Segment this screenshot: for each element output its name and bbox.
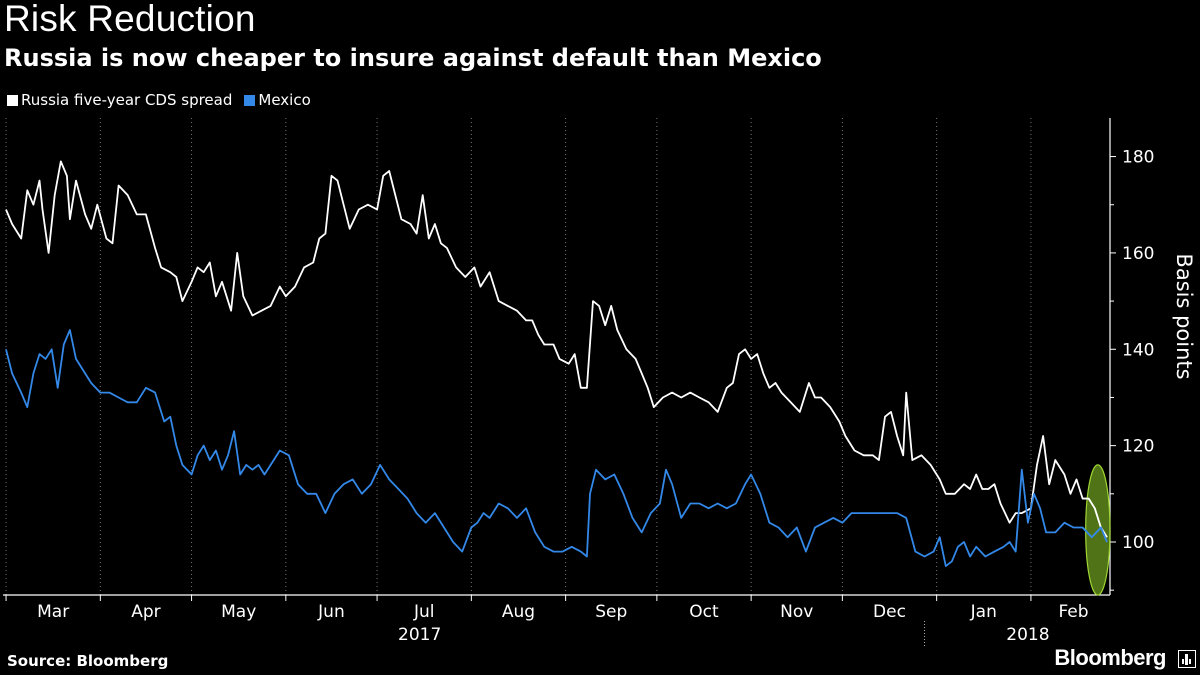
y-tick-label: 180 bbox=[1122, 148, 1154, 168]
y-tick-label: 140 bbox=[1122, 340, 1154, 360]
y-tick-label: 100 bbox=[1122, 533, 1154, 553]
series-line-russia bbox=[5, 160, 1108, 538]
bloomberg-logo-icon bbox=[1178, 650, 1196, 668]
x-tick-label: Mar bbox=[37, 602, 69, 622]
legend-label-russia: Russia five-year CDS spread bbox=[21, 91, 233, 109]
x-tick-label: Jul bbox=[413, 602, 435, 622]
y-axis-title: Basis points bbox=[1172, 253, 1196, 379]
legend-swatch-mexico bbox=[244, 94, 256, 106]
source-note: Source: Bloomberg bbox=[7, 652, 169, 670]
bloomberg-logo-text: Bloomberg bbox=[1054, 645, 1166, 670]
x-tick-label: Dec bbox=[873, 602, 906, 622]
year-label: 2018 bbox=[1006, 625, 1049, 645]
y-tick-label: 160 bbox=[1122, 244, 1154, 264]
legend-item-mexico: Mexico bbox=[244, 91, 311, 109]
chart-subtitle: Russia is now cheaper to insure against … bbox=[4, 44, 822, 72]
x-tick-label: Feb bbox=[1058, 602, 1088, 622]
x-tick-label: Aug bbox=[502, 602, 535, 622]
series-line-mexico-tail bbox=[1081, 526, 1108, 543]
x-tick-label: Nov bbox=[780, 602, 813, 622]
legend-item-russia: Russia five-year CDS spread bbox=[7, 91, 232, 109]
x-tick-label: May bbox=[221, 602, 256, 622]
series-line-mexico bbox=[5, 329, 1108, 567]
year-label: 2017 bbox=[398, 625, 441, 645]
x-tick-label: Jan bbox=[970, 602, 997, 622]
legend-swatch-russia bbox=[7, 94, 18, 106]
legend: Russia five-year CDS spread Mexico bbox=[7, 91, 311, 109]
y-tick-label: 120 bbox=[1122, 437, 1154, 457]
x-tick-label: Jun bbox=[317, 602, 345, 622]
x-tick-label: Sep bbox=[595, 602, 627, 622]
x-tick-label: Oct bbox=[689, 602, 719, 622]
legend-label-mexico: Mexico bbox=[258, 91, 311, 109]
chart-title: Risk Reduction bbox=[4, 0, 256, 39]
x-tick-label: Apr bbox=[131, 602, 160, 622]
